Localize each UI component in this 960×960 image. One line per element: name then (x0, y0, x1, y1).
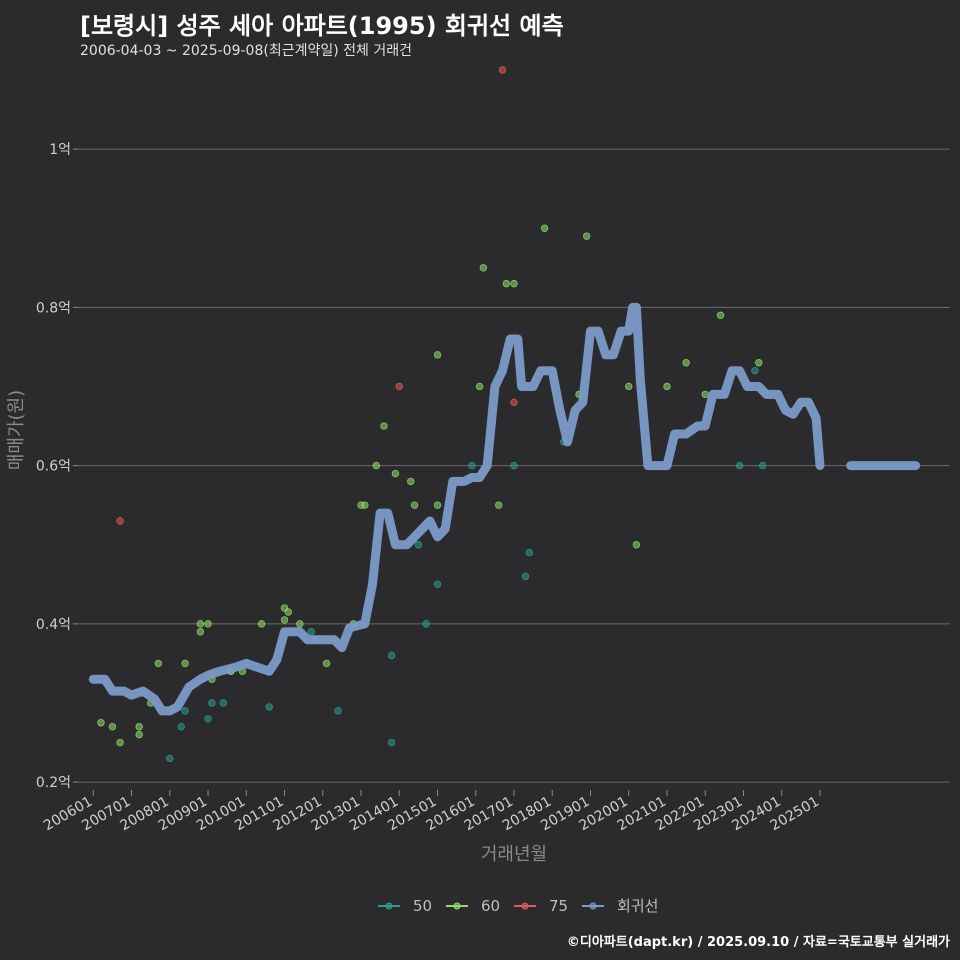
data-point-60 (701, 390, 709, 399)
legend-swatch-dot (521, 902, 529, 910)
y-tick-labels: 0.2억 0.4억 0.6억 0.8억 1억 (36, 142, 71, 791)
data-point-60 (407, 477, 415, 486)
legend-label: 회귀선 (617, 897, 658, 915)
data-point-60 (502, 279, 511, 288)
data-point-60 (510, 279, 518, 288)
data-point-60 (682, 359, 690, 367)
legend-label: 60 (481, 897, 500, 915)
data-point-60 (97, 719, 105, 727)
data-point-50 (510, 461, 518, 470)
data-point-60 (296, 620, 304, 628)
y-tick-label: 0.8억 (36, 300, 71, 316)
data-point-50 (735, 461, 744, 470)
data-point-50 (751, 366, 759, 375)
data-point-60 (625, 382, 633, 391)
data-point-50 (521, 572, 530, 581)
data-point-60 (204, 620, 212, 628)
data-point-50 (758, 461, 767, 470)
data-point-60 (663, 382, 671, 391)
data-point-75 (510, 398, 518, 407)
data-point-50 (334, 707, 342, 715)
data-point-60 (391, 469, 400, 478)
chart-subtitle: 2006-04-03 ~ 2025-09-08(최근계약일) 전체 거래건 (80, 43, 412, 59)
data-point-60 (380, 422, 388, 430)
data-point-50 (265, 703, 273, 711)
x-axis-label: 거래년월 (481, 844, 547, 865)
source-caption: ©디아파트(dapt.kr) / 2025.09.10 / 자료=국토교통부 실… (566, 935, 950, 950)
data-point-60 (479, 264, 488, 272)
data-point-50 (166, 754, 174, 763)
data-point-60 (716, 311, 725, 319)
data-point-60 (154, 659, 163, 668)
data-point-60 (257, 620, 266, 628)
data-point-60 (582, 232, 591, 240)
data-point-50 (208, 699, 216, 707)
data-point-50 (387, 651, 396, 660)
data-point-50 (307, 628, 315, 636)
regression-line (88, 302, 825, 716)
data-point-50 (181, 707, 189, 715)
y-tick-label: 1억 (49, 142, 71, 158)
data-point-75 (116, 517, 124, 525)
data-point-60 (433, 351, 442, 359)
data-point-60 (280, 616, 289, 624)
y-tick-label: 0.6억 (36, 459, 71, 475)
data-point-50 (525, 548, 533, 557)
data-point-50 (422, 620, 430, 628)
data-point-60 (632, 541, 641, 549)
data-point-60 (540, 224, 549, 232)
y-tick-label: 0.2억 (36, 775, 71, 791)
chart-title: [보령시] 성주 세아 아파트(1995) 회귀선 예측 (80, 12, 564, 40)
data-point-60 (196, 620, 205, 628)
data-point-60 (181, 659, 189, 668)
data-point-60 (475, 382, 484, 391)
data-point-50 (468, 461, 476, 470)
legend: 50 60 75 회귀선 (378, 897, 658, 915)
y-axis-label: 매매가(원) (6, 390, 27, 470)
legend-swatch-dot (589, 902, 597, 910)
data-point-50 (177, 723, 185, 731)
data-point-60 (410, 501, 419, 509)
data-point-60 (433, 501, 442, 509)
legend-label: 50 (413, 897, 432, 915)
data-point-75 (498, 66, 507, 74)
legend-label: 75 (549, 897, 568, 915)
data-point-50 (219, 699, 228, 707)
scatter-points (97, 66, 767, 763)
data-point-60 (108, 723, 117, 731)
x-tick-labels: 2006012007012008012009012010012011012012… (41, 790, 822, 834)
legend-swatch-dot (453, 902, 461, 910)
data-point-50 (414, 541, 423, 549)
data-point-60 (116, 738, 124, 747)
regression-lines (88, 302, 921, 716)
data-point-50 (387, 738, 396, 747)
data-point-60 (135, 730, 143, 739)
data-point-60 (372, 461, 381, 470)
y-tick-label: 0.4억 (36, 617, 71, 633)
grid-lines (73, 148, 950, 783)
data-point-60 (361, 501, 369, 509)
data-point-50 (204, 715, 212, 723)
data-point-75 (395, 382, 403, 391)
data-point-60 (755, 359, 763, 367)
data-point-60 (495, 501, 503, 509)
data-point-60 (135, 723, 143, 731)
data-point-60 (284, 608, 293, 616)
data-point-50 (433, 580, 442, 588)
data-point-60 (322, 659, 331, 668)
legend-swatch-dot (385, 902, 393, 910)
data-point-60 (196, 628, 205, 636)
